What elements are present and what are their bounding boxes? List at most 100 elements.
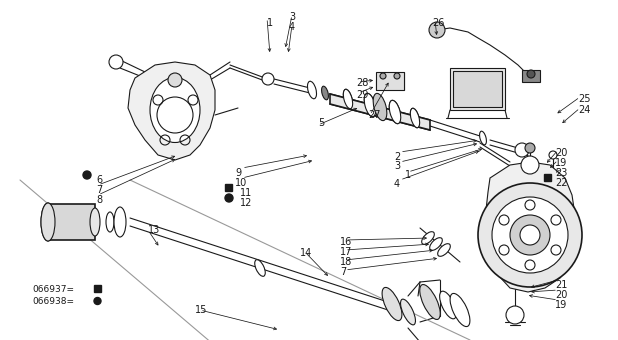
Bar bbox=[376, 72, 404, 90]
Ellipse shape bbox=[150, 78, 200, 142]
Polygon shape bbox=[330, 94, 430, 130]
Text: 8: 8 bbox=[96, 195, 102, 205]
Text: 3: 3 bbox=[394, 161, 400, 171]
Ellipse shape bbox=[373, 94, 387, 121]
Ellipse shape bbox=[450, 293, 470, 327]
Ellipse shape bbox=[41, 203, 55, 241]
Text: 23: 23 bbox=[555, 168, 567, 178]
Bar bbox=[225, 184, 232, 191]
Polygon shape bbox=[486, 162, 575, 292]
Text: 25: 25 bbox=[578, 94, 591, 104]
Circle shape bbox=[506, 306, 524, 324]
Circle shape bbox=[551, 215, 561, 225]
Ellipse shape bbox=[400, 299, 415, 325]
Circle shape bbox=[549, 151, 557, 159]
Circle shape bbox=[94, 298, 101, 305]
Circle shape bbox=[525, 200, 535, 210]
Ellipse shape bbox=[344, 89, 353, 109]
Text: 26: 26 bbox=[432, 18, 444, 28]
Bar bbox=[544, 174, 551, 181]
Circle shape bbox=[380, 73, 386, 79]
Text: 20: 20 bbox=[555, 148, 567, 158]
Ellipse shape bbox=[90, 208, 100, 236]
Text: 6: 6 bbox=[96, 175, 102, 185]
Circle shape bbox=[499, 245, 509, 255]
Text: 22: 22 bbox=[555, 178, 567, 188]
Bar bbox=[94, 285, 101, 292]
Polygon shape bbox=[128, 62, 215, 160]
Text: 29: 29 bbox=[356, 90, 368, 100]
Bar bbox=[450, 68, 505, 110]
Text: 4: 4 bbox=[394, 179, 400, 189]
Text: 066937=: 066937= bbox=[32, 285, 74, 294]
Text: 24: 24 bbox=[578, 105, 590, 115]
Circle shape bbox=[262, 73, 274, 85]
Ellipse shape bbox=[308, 81, 316, 99]
Ellipse shape bbox=[430, 238, 442, 250]
Circle shape bbox=[520, 225, 540, 245]
Text: 3: 3 bbox=[289, 12, 295, 22]
Circle shape bbox=[394, 73, 400, 79]
Ellipse shape bbox=[389, 100, 400, 124]
Text: 14: 14 bbox=[300, 248, 312, 258]
Text: 12: 12 bbox=[240, 198, 252, 208]
Bar bbox=[453, 71, 502, 107]
Text: 13: 13 bbox=[148, 225, 160, 235]
Ellipse shape bbox=[106, 212, 114, 232]
Circle shape bbox=[525, 143, 535, 153]
Text: 15: 15 bbox=[195, 305, 208, 315]
Text: 17: 17 bbox=[340, 247, 352, 257]
Text: 16: 16 bbox=[340, 237, 352, 247]
Text: 27: 27 bbox=[368, 110, 381, 120]
Text: 7: 7 bbox=[340, 267, 346, 277]
Text: 1: 1 bbox=[405, 170, 411, 180]
Text: 10: 10 bbox=[235, 178, 247, 188]
Text: 7: 7 bbox=[96, 185, 102, 195]
Circle shape bbox=[525, 260, 535, 270]
Text: 20: 20 bbox=[555, 290, 567, 300]
Text: 9: 9 bbox=[235, 168, 241, 178]
Circle shape bbox=[515, 143, 529, 157]
Text: 2: 2 bbox=[394, 152, 400, 162]
Text: 4: 4 bbox=[289, 22, 295, 32]
Text: 21: 21 bbox=[555, 280, 567, 290]
Ellipse shape bbox=[420, 285, 440, 320]
Text: 1: 1 bbox=[267, 18, 273, 28]
Ellipse shape bbox=[382, 287, 402, 321]
Ellipse shape bbox=[344, 89, 353, 109]
Ellipse shape bbox=[421, 232, 434, 244]
Circle shape bbox=[510, 215, 550, 255]
Circle shape bbox=[551, 245, 561, 255]
Text: 18: 18 bbox=[340, 257, 352, 267]
Text: 11: 11 bbox=[240, 188, 252, 198]
Ellipse shape bbox=[364, 94, 376, 117]
Text: 19: 19 bbox=[555, 300, 567, 310]
Circle shape bbox=[492, 197, 568, 273]
Text: 5: 5 bbox=[318, 118, 324, 128]
Ellipse shape bbox=[480, 131, 486, 145]
Circle shape bbox=[225, 194, 233, 202]
Ellipse shape bbox=[389, 100, 400, 124]
Circle shape bbox=[109, 55, 123, 69]
Circle shape bbox=[429, 22, 445, 38]
Text: 19: 19 bbox=[555, 158, 567, 168]
Ellipse shape bbox=[438, 244, 451, 256]
Ellipse shape bbox=[255, 260, 265, 276]
Ellipse shape bbox=[364, 94, 376, 117]
Circle shape bbox=[499, 215, 509, 225]
Ellipse shape bbox=[321, 86, 328, 100]
Circle shape bbox=[527, 70, 535, 78]
Ellipse shape bbox=[410, 108, 420, 128]
Ellipse shape bbox=[410, 108, 420, 128]
Bar bbox=[522, 70, 540, 82]
Polygon shape bbox=[48, 204, 95, 240]
Ellipse shape bbox=[439, 291, 456, 319]
Circle shape bbox=[521, 156, 539, 174]
Circle shape bbox=[83, 171, 91, 179]
Ellipse shape bbox=[114, 207, 126, 237]
Circle shape bbox=[478, 183, 582, 287]
Ellipse shape bbox=[41, 203, 55, 241]
Circle shape bbox=[168, 73, 182, 87]
Text: 28: 28 bbox=[356, 78, 368, 88]
Text: 066938=: 066938= bbox=[32, 297, 74, 306]
